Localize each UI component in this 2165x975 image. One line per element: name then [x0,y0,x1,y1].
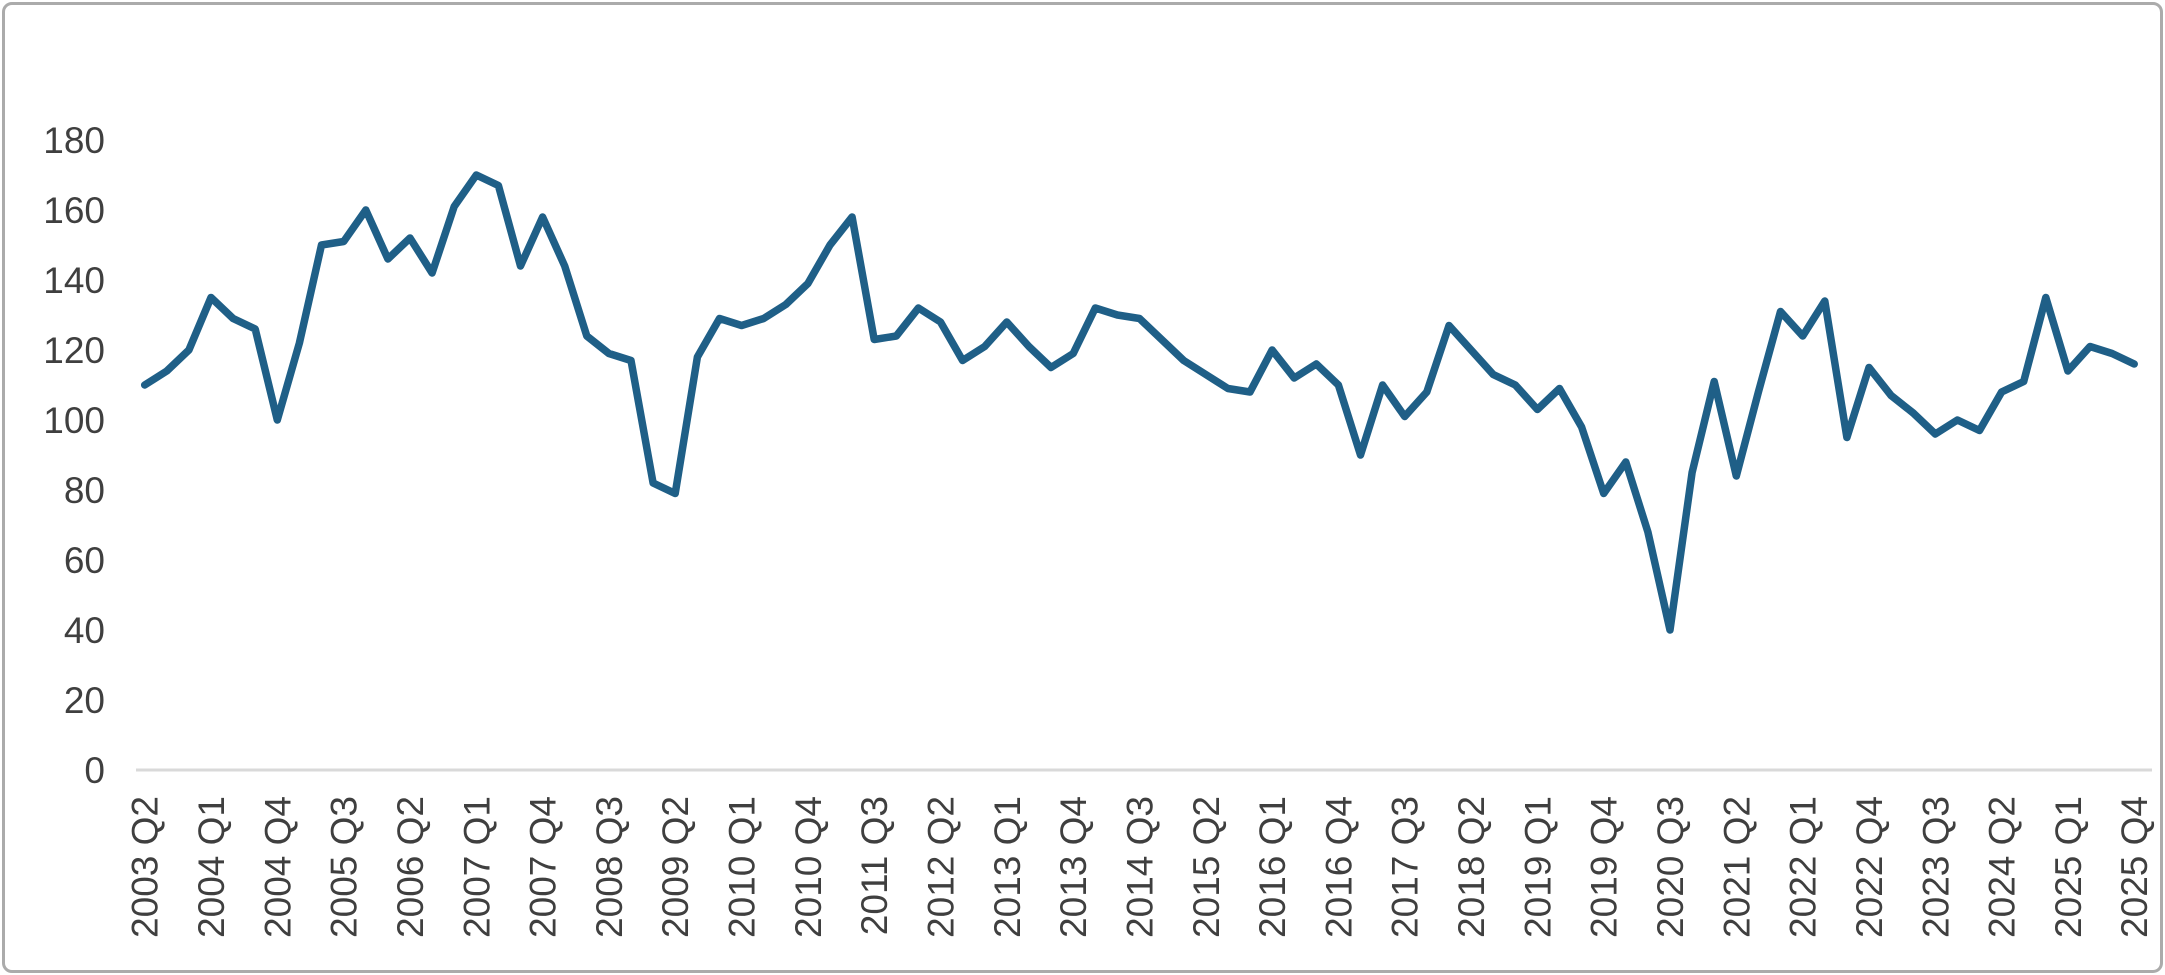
x-tick-label: 2007 Q1 [456,796,497,938]
y-tick-label: 100 [43,400,105,441]
y-tick-label: 180 [43,120,105,161]
x-tick-label: 2005 Q3 [324,796,365,938]
x-tick-label: 2013 Q1 [987,796,1028,938]
y-tick-label: 120 [43,330,105,371]
x-tick-label: 2010 Q1 [722,796,763,938]
x-tick-label: 2018 Q2 [1451,796,1492,938]
y-tick-label: 80 [64,470,105,511]
x-tick-label: 2025 Q4 [2114,796,2155,938]
y-tick-label: 160 [43,190,105,231]
y-tick-label: 40 [64,610,105,651]
y-tick-label: 140 [43,260,105,301]
x-tick-label: 2004 Q4 [257,796,298,938]
x-tick-label: 2014 Q3 [1119,796,1160,938]
x-tick-label: 2022 Q1 [1783,796,1824,938]
x-tick-label: 2022 Q4 [1849,796,1890,938]
x-tick-label: 2019 Q4 [1584,796,1625,938]
x-tick-label: 2003 Q2 [125,796,166,938]
x-tick-label: 2007 Q4 [523,796,564,938]
x-tick-label: 2016 Q4 [1318,796,1359,938]
x-tick-label: 2008 Q3 [589,796,630,938]
x-tick-label: 2004 Q1 [191,796,232,938]
y-tick-label: 20 [64,680,105,721]
x-tick-label: 2024 Q2 [1982,796,2023,938]
x-tick-label: 2015 Q2 [1186,796,1227,938]
x-tick-label: 2020 Q3 [1650,796,1691,938]
x-tick-label: 2021 Q2 [1716,796,1757,938]
x-tick-label: 2009 Q2 [655,796,696,938]
x-tick-label: 2019 Q1 [1517,796,1558,938]
x-tick-label: 2011 Q3 [854,796,895,935]
y-tick-label: 0 [84,750,105,791]
x-tick-label: 2006 Q2 [390,796,431,938]
x-tick-label: 2010 Q4 [788,796,829,938]
series-line [140,171,2138,634]
x-tick-label: 2025 Q1 [2048,796,2089,938]
x-tick-label: 2013 Q4 [1053,796,1094,938]
x-tick-label: 2023 Q3 [1915,796,1956,938]
y-tick-label: 60 [64,540,105,581]
x-tick-label: 2017 Q3 [1385,796,1426,938]
x-tick-label: 2012 Q2 [921,796,962,938]
x-tick-label: 2016 Q1 [1252,796,1293,938]
